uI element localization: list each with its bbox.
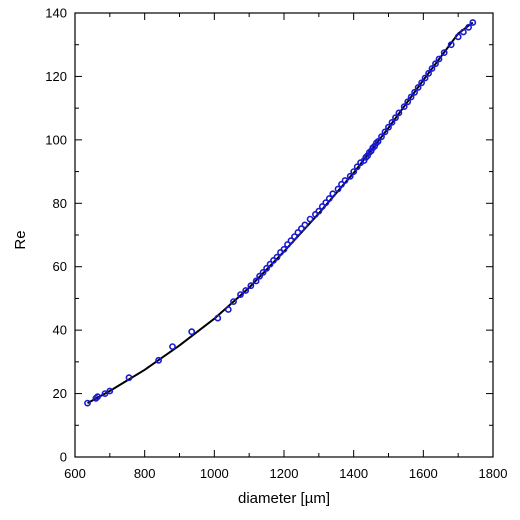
data-point <box>378 133 385 141</box>
data-point <box>101 390 109 397</box>
data-point <box>469 19 477 26</box>
data-point <box>350 168 358 175</box>
data-point <box>306 215 314 223</box>
data-point <box>256 272 263 280</box>
data-point <box>407 93 415 101</box>
y-tick-label: 60 <box>53 259 67 274</box>
data-point <box>94 393 101 401</box>
data-point <box>106 387 114 395</box>
data-point <box>428 65 436 72</box>
x-tick-label: 600 <box>64 466 86 481</box>
data-point <box>252 277 260 285</box>
data-point <box>297 225 305 233</box>
data-point <box>385 123 392 131</box>
x-tick-label: 800 <box>134 466 156 481</box>
data-point <box>125 374 133 382</box>
data-point <box>237 291 244 298</box>
data-point <box>435 55 443 63</box>
x-tick-label: 1000 <box>200 466 229 481</box>
data-point <box>322 199 330 207</box>
data-point <box>381 128 389 136</box>
data-point <box>432 60 439 68</box>
data-point <box>447 41 455 49</box>
data-point <box>325 195 333 202</box>
data-point <box>374 137 382 145</box>
data-point <box>454 33 462 41</box>
data-point <box>334 185 342 193</box>
data-point <box>414 84 422 91</box>
y-tick-label: 100 <box>45 132 67 147</box>
data-point <box>169 343 176 350</box>
data-point <box>188 328 196 336</box>
y-tick-label: 20 <box>53 386 67 401</box>
data-point <box>440 49 448 56</box>
y-tick-label: 140 <box>45 6 67 21</box>
data-point <box>280 245 288 253</box>
data-point <box>301 221 309 229</box>
data-point <box>224 306 232 313</box>
data-point <box>294 229 302 236</box>
data-point <box>266 260 274 268</box>
data-point <box>388 119 396 126</box>
data-point <box>418 79 425 87</box>
data-point <box>411 88 418 96</box>
x-axis-title: diameter [µm] <box>238 490 330 507</box>
x-tick-label: 1800 <box>479 466 508 481</box>
data-point <box>287 237 295 245</box>
data-point <box>465 23 472 31</box>
y-axis-title: Re <box>12 230 29 249</box>
y-tick-label: 40 <box>53 323 67 338</box>
x-tick-label: 1400 <box>339 466 368 481</box>
data-point <box>263 264 270 272</box>
data-point <box>155 356 162 364</box>
data-point <box>315 207 323 215</box>
data-point <box>273 253 281 261</box>
data-point <box>84 399 91 407</box>
data-point <box>329 190 337 198</box>
x-tick-label: 1600 <box>409 466 438 481</box>
y-tick-label: 0 <box>60 450 67 465</box>
fit-line <box>87 21 474 404</box>
axis-ticks <box>74 12 494 458</box>
data-point <box>318 203 326 210</box>
data-point <box>230 298 237 305</box>
data-point <box>459 28 467 36</box>
data-point <box>404 98 412 106</box>
data-point <box>392 114 399 122</box>
data-point <box>291 233 298 240</box>
x-tick-label: 1200 <box>270 466 299 481</box>
data-point <box>247 282 255 290</box>
tick-labels: 600 800 1000 1200 1400 1600 1800 0 20 40 60 80 100 12… <box>45 6 507 482</box>
data-point <box>259 268 267 276</box>
data-point <box>214 314 222 322</box>
data-point <box>242 287 250 294</box>
plot-frame <box>74 12 494 458</box>
data-point <box>338 180 345 188</box>
data-point <box>421 74 429 82</box>
data-point <box>284 241 291 248</box>
data-point <box>353 163 361 171</box>
data-point <box>400 103 408 110</box>
data-point <box>341 177 349 184</box>
data-points <box>84 19 477 407</box>
y-tick-label: 80 <box>53 196 67 211</box>
data-point <box>395 109 403 117</box>
data-point <box>425 69 432 77</box>
y-tick-label: 120 <box>45 69 67 84</box>
data-point <box>346 172 354 180</box>
